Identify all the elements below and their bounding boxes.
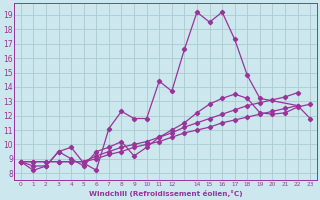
X-axis label: Windchill (Refroidissement éolien,°C): Windchill (Refroidissement éolien,°C): [89, 190, 242, 197]
